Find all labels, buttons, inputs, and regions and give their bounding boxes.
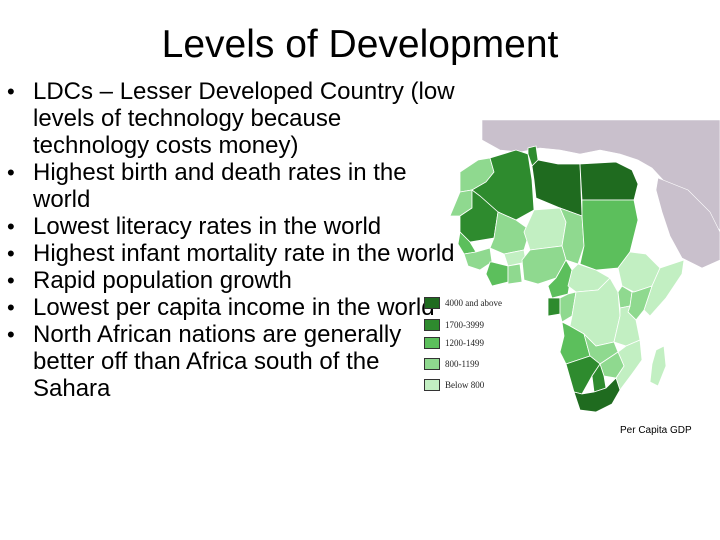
bullet-item-ldcs: • LDCs – Lesser Developed Country (low le… bbox=[0, 78, 460, 159]
bullet-dot: • bbox=[7, 295, 15, 320]
legend-label: 800-1199 bbox=[445, 359, 480, 369]
country-south-africa bbox=[573, 377, 621, 413]
bullet-dot: • bbox=[7, 160, 15, 185]
bullet-dot: • bbox=[7, 79, 15, 104]
bullet-item-population: • Rapid population growth bbox=[0, 267, 460, 294]
bullet-text: LDCs – Lesser Developed Country (low lev… bbox=[33, 78, 455, 159]
country-cote-divoire bbox=[485, 261, 509, 287]
bullet-text: Highest infant mortality rate in the wor… bbox=[33, 240, 455, 267]
country-madagascar bbox=[649, 345, 667, 387]
slide-title: Levels of Development bbox=[161, 23, 559, 66]
bullet-text: Lowest literacy rates in the world bbox=[33, 213, 382, 240]
legend-swatch bbox=[424, 379, 440, 391]
country-libya bbox=[531, 159, 583, 217]
country-botswana bbox=[591, 363, 607, 393]
bullet-item-north-africa: • North African nations are generally bet… bbox=[0, 321, 460, 402]
bullet-text: Lowest per capita income in the world bbox=[33, 294, 435, 321]
legend-item-4000-above: 4000 and above bbox=[424, 296, 502, 310]
legend-label: 4000 and above bbox=[445, 298, 502, 308]
bullet-item-literacy: • Lowest literacy rates in the world bbox=[0, 213, 460, 240]
bullet-text: North African nations are generally bett… bbox=[33, 321, 402, 402]
bullet-list: • LDCs – Lesser Developed Country (low le… bbox=[0, 78, 460, 402]
country-niger bbox=[523, 207, 567, 251]
bullet-dot: • bbox=[7, 268, 15, 293]
bullet-item-birth-death: • Highest birth and death rates in the wo… bbox=[0, 159, 460, 213]
country-gabon bbox=[547, 297, 561, 317]
country-sudan bbox=[579, 199, 639, 271]
legend-swatch bbox=[424, 358, 440, 370]
legend-label: Below 800 bbox=[445, 380, 485, 390]
bullet-item-income: • Lowest per capita income in the world bbox=[0, 294, 460, 321]
map-canvas bbox=[449, 120, 720, 413]
map-caption: Per Capita GDP bbox=[620, 425, 692, 436]
africa-gdp-map bbox=[420, 120, 720, 420]
legend-swatch bbox=[424, 297, 440, 309]
legend-item-1200-1499: 1200-1499 bbox=[424, 336, 484, 350]
legend-label: 1700-3999 bbox=[445, 320, 484, 330]
legend-label: 1200-1499 bbox=[445, 338, 484, 348]
bullet-text: Rapid population growth bbox=[33, 267, 292, 294]
country-ghana bbox=[507, 263, 523, 285]
country-egypt bbox=[579, 161, 639, 201]
bullet-text: Highest birth and death rates in the wor… bbox=[33, 159, 407, 213]
legend-item-800-1199: 800-1199 bbox=[424, 357, 479, 371]
legend-swatch bbox=[424, 337, 440, 349]
legend-item-1700-3999: 1700-3999 bbox=[424, 318, 484, 332]
arabian-peninsula-land bbox=[655, 177, 720, 269]
bullet-dot: • bbox=[7, 322, 15, 347]
bullet-dot: • bbox=[7, 241, 15, 266]
legend-swatch bbox=[424, 319, 440, 331]
bullet-item-infant-mortality: • Highest infant mortality rate in the wo… bbox=[0, 240, 460, 267]
legend-item-below-800: Below 800 bbox=[424, 378, 484, 392]
bullet-dot: • bbox=[7, 214, 15, 239]
